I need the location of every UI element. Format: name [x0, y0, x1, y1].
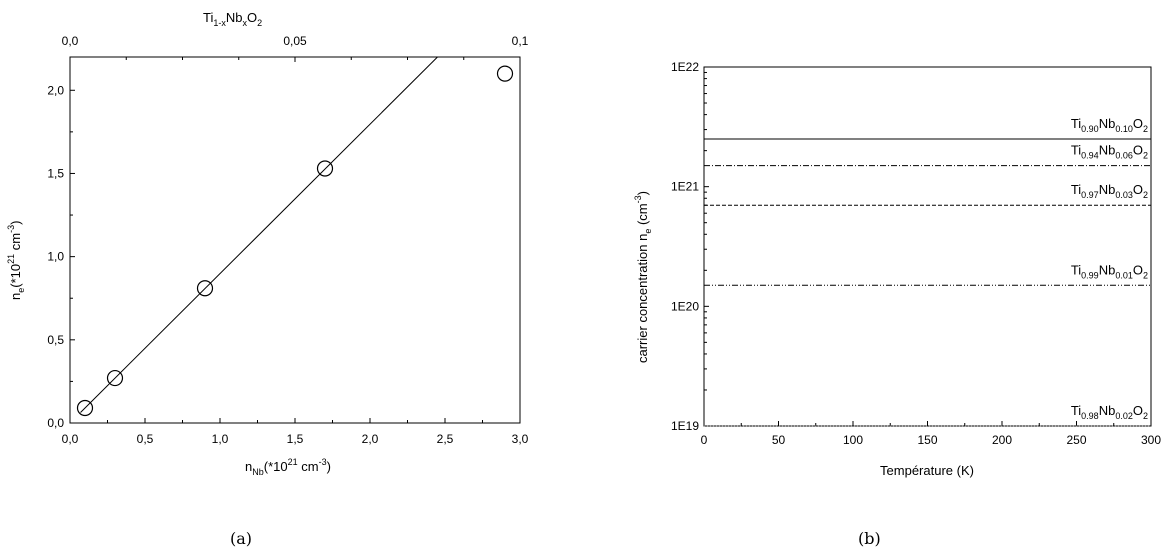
chart-a-x-tick-label: 3,0 — [512, 432, 529, 446]
chart-a-y-axis-label: ne(*1021 cm-3) — [6, 221, 26, 300]
chart-b: 0 50 100 150 200 250 300 1E19 1E20 1E21 1E22 Ti0.9… — [633, 60, 1161, 548]
chart-b-x-axis-label: Température (K) — [880, 463, 974, 478]
chart-b-ticks: 0 50 100 150 200 250 300 1E19 1E20 1E21 1E22 — [671, 60, 1161, 447]
chart-a-x-tick-label: 2,5 — [437, 432, 454, 446]
chart-b-x-tick-label: 300 — [1141, 433, 1161, 447]
chart-b-series-label: Ti0.90Nb0.10O2 — [1071, 116, 1148, 134]
chart-a-data-point — [316, 160, 334, 177]
chart-a-x-tick-label: 0,5 — [137, 432, 154, 446]
chart-b-plot-frame — [703, 66, 1152, 427]
chart-a-plot-frame — [69, 56, 521, 424]
chart-b-y-tick-label: 1E21 — [671, 180, 699, 194]
chart-a-fit-line — [80, 56, 438, 413]
chart-a-data-point — [196, 280, 214, 297]
chart-a-x-tick-label: 0,0 — [62, 432, 79, 446]
chart-a-x-tick-label: 1,5 — [287, 432, 304, 446]
chart-b-caption: (b) — [858, 529, 881, 548]
chart-a-top-tick-label: 0,0 — [62, 34, 79, 48]
chart-b-x-tick-label: 200 — [992, 433, 1012, 447]
chart-b-x-tick-label: 250 — [1066, 433, 1086, 447]
chart-a-x-tick-label: 2,0 — [362, 432, 379, 446]
chart-a-data-point — [76, 399, 94, 417]
chart-b-series-label: Ti0.97Nb0.03O2 — [1071, 182, 1148, 200]
chart-b-marks: Ti0.90Nb0.10O2 Ti0.94Nb0.06O2 Ti0.97Nb0.03… — [704, 116, 1151, 427]
chart-a: 0,0 0,5 1,0 1,5 2,0 2,5 3,0 0,0 0,5 1,0 1,5 2,0 0,0 0… — [6, 10, 529, 548]
chart-b-x-tick-label: 100 — [843, 433, 863, 447]
chart-a-x-axis-label: nNb(*1021 cm-3) — [245, 457, 331, 477]
chart-b-y-tick-label: 1E22 — [671, 60, 699, 74]
chart-b-y-tick-label: 1E19 — [671, 419, 699, 433]
chart-b-x-tick-label: 0 — [701, 433, 708, 447]
chart-a-y-tick-label: 1,5 — [47, 166, 64, 180]
chart-b-y-axis-label: carrier concentration ne (cm-3) — [633, 191, 653, 363]
chart-b-x-tick-label: 150 — [917, 433, 937, 447]
chart-a-caption: (a) — [230, 529, 252, 548]
chart-a-y-tick-label: 1,0 — [47, 250, 64, 264]
chart-a-top-tick-label: 0,05 — [283, 34, 307, 48]
chart-a-top-tick-label: 0,1 — [512, 34, 529, 48]
chart-a-y-tick-label: 0,0 — [47, 416, 64, 430]
chart-a-data-point — [106, 369, 124, 387]
chart-a-data-point — [496, 65, 514, 82]
chart-a-y-tick-label: 2,0 — [47, 83, 64, 97]
chart-b-series-label: Ti0.98Nb0.02O2 — [1071, 403, 1148, 421]
chart-b-series-label: Ti0.94Nb0.06O2 — [1071, 143, 1148, 161]
chart-a-x-tick-label: 1,0 — [212, 432, 229, 446]
chart-b-y-tick-label: 1E20 — [671, 299, 699, 313]
chart-a-top-axis-label: Ti1-xNbxO2 — [203, 10, 262, 28]
chart-a-y-tick-label: 0,5 — [47, 333, 64, 347]
chart-b-x-tick-label: 50 — [772, 433, 786, 447]
chart-a-ticks: 0,0 0,5 1,0 1,5 2,0 2,5 3,0 0,0 0,5 1,0 1,5 2,0 0,0 0… — [47, 34, 528, 446]
chart-b-series-label: Ti0.99Nb0.01O2 — [1071, 262, 1148, 280]
chart-a-marks — [76, 56, 514, 417]
